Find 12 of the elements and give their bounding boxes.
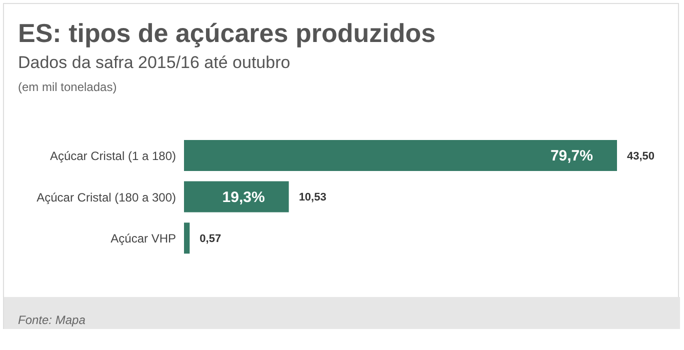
data-label: 10,53 [298,192,326,204]
chart-subtitle: Dados da safra 2015/16 até outubro [18,53,290,73]
annotation: 19,3% [222,189,265,206]
source-note: Fonte: Mapa [18,313,86,327]
data-label: 43,50 [627,150,655,162]
y-tick-label: Açúcar Cristal (1 a 180) [50,148,176,163]
chart-title: ES: tipos de açúcares produzidos [18,18,436,49]
text: (em mil toneladas) [18,80,117,94]
data-label: 0,57 [200,232,222,245]
y-tick-label: Açúcar Cristal (180 a 300) [36,190,176,204]
y-tick-label: Açúcar VHP [110,232,176,246]
annotation: 79,7% [550,148,593,165]
